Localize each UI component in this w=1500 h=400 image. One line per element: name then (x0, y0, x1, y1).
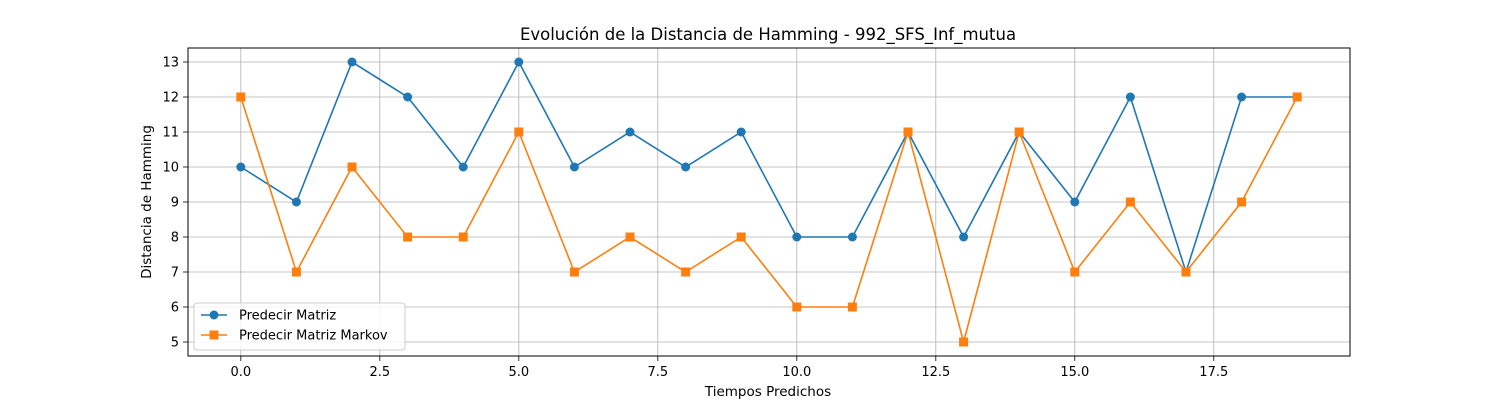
y-axis-label: Distancia de Hamming (139, 125, 155, 279)
data-point (736, 232, 746, 242)
x-tick-label: 10.0 (782, 365, 811, 380)
data-point (625, 232, 635, 242)
data-point (569, 267, 579, 277)
legend-marker (209, 330, 219, 340)
data-point (1125, 92, 1135, 102)
y-tick-label: 7 (171, 266, 179, 281)
legend-item: Predecir Matriz Markov (201, 329, 388, 344)
x-tick-label: 5.0 (508, 365, 529, 380)
legend-item: Predecir Matriz (201, 309, 336, 324)
x-tick-label: 0.0 (230, 365, 251, 380)
legend-box (193, 302, 406, 351)
series-layer (236, 57, 1302, 347)
data-point (291, 267, 301, 277)
data-point (1125, 197, 1135, 207)
data-point (1292, 92, 1302, 102)
data-point (847, 232, 857, 242)
data-point (847, 302, 857, 312)
y-tick-label: 13 (162, 56, 179, 71)
legend-label: Predecir Matriz Markov (239, 329, 388, 344)
y-tick-label: 12 (162, 91, 179, 106)
data-point (514, 127, 524, 137)
data-point (458, 162, 468, 172)
data-point (792, 232, 802, 242)
data-point (347, 57, 357, 67)
data-point (403, 92, 413, 102)
data-point (1014, 127, 1024, 137)
y-tick-label: 6 (171, 301, 179, 316)
data-point (959, 232, 969, 242)
x-tick-label: 2.5 (369, 365, 390, 380)
legend-marker (209, 310, 219, 320)
grid-lines (188, 48, 1350, 356)
data-point (959, 337, 969, 347)
x-axis: 0.0 2.5 5.0 7.5 10.0 12.5 15.0 17.5 (230, 356, 1228, 380)
data-point (625, 127, 635, 137)
x-tick-label: 17.5 (1199, 365, 1228, 380)
y-tick-label: 5 (171, 336, 179, 351)
y-tick-label: 9 (171, 196, 179, 211)
data-point (1181, 267, 1191, 277)
x-tick-label: 7.5 (647, 365, 668, 380)
x-axis-label: Tiempos Predichos (704, 384, 831, 400)
data-point (236, 162, 246, 172)
x-tick-label: 15.0 (1060, 365, 1089, 380)
data-point (236, 92, 246, 102)
chart-title: Evolución de la Distancia de Hamming - 9… (520, 25, 1016, 45)
data-point (792, 302, 802, 312)
data-point (736, 127, 746, 137)
data-point (514, 57, 524, 67)
data-point (681, 162, 691, 172)
y-tick-label: 8 (171, 231, 179, 246)
legend: Predecir Matriz Predecir Matriz Markov (193, 302, 406, 351)
y-tick-label: 10 (162, 161, 179, 176)
data-point (903, 127, 913, 137)
data-point (569, 162, 579, 172)
legend-label: Predecir Matriz (239, 309, 336, 324)
y-tick-label: 11 (162, 126, 179, 141)
data-point (1070, 267, 1080, 277)
data-point (403, 232, 413, 242)
x-tick-label: 12.5 (921, 365, 950, 380)
data-point (347, 162, 357, 172)
data-point (1237, 197, 1247, 207)
data-point (458, 232, 468, 242)
series-line (240, 60, 1298, 275)
series-line (240, 96, 1298, 346)
series-2 (236, 92, 1302, 347)
data-point (291, 197, 301, 207)
y-axis: 5 6 7 8 9 10 11 12 13 (162, 56, 188, 351)
data-point (1237, 92, 1247, 102)
data-point (1070, 197, 1080, 207)
data-point (681, 267, 691, 277)
